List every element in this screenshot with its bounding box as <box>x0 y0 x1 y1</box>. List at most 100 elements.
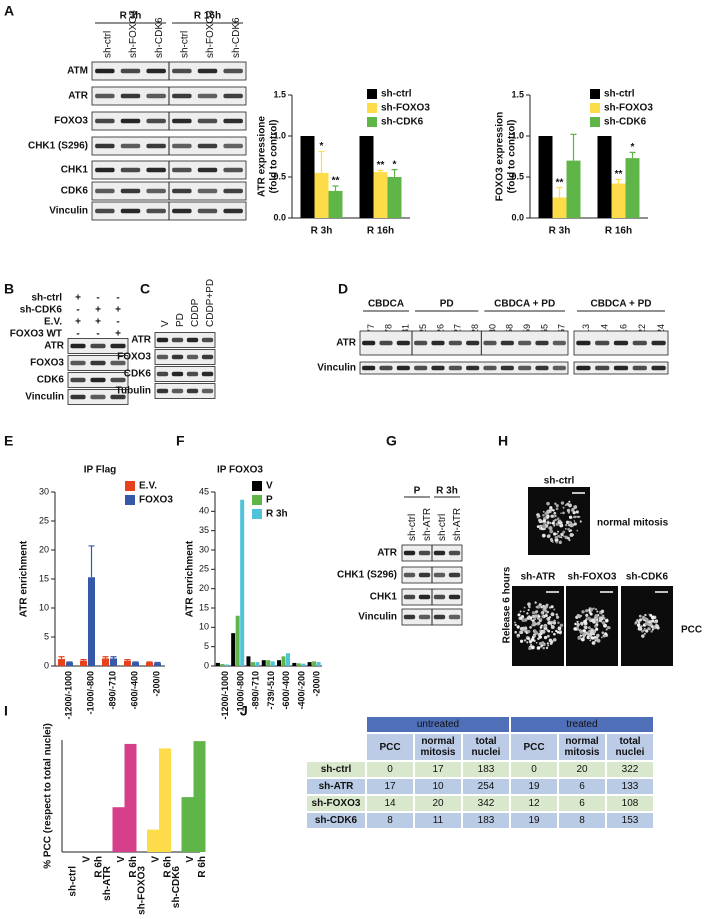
table-cell <box>307 734 365 760</box>
band <box>120 93 141 99</box>
sign: + <box>75 293 81 304</box>
chromosome <box>650 615 655 620</box>
condition-label: R 3h <box>436 486 458 497</box>
chromosome <box>643 632 646 635</box>
band <box>448 572 461 578</box>
blot-label: CDK6 <box>124 369 152 380</box>
band <box>197 167 218 173</box>
y-tick-label: 0.5 <box>273 171 286 181</box>
chromosome <box>523 610 525 613</box>
band <box>223 93 243 99</box>
chromosome <box>603 623 607 628</box>
band <box>362 365 376 371</box>
chromosome <box>577 635 582 640</box>
band <box>186 337 199 343</box>
x-tick-label: V <box>151 856 162 863</box>
band <box>403 614 416 620</box>
condition-label: FOXO3 WT <box>10 329 62 340</box>
x-tick-label: -1200/-1000 <box>63 671 73 720</box>
phenotype-label: normal mitosis <box>597 518 669 529</box>
band <box>396 340 410 346</box>
chromosome <box>562 530 566 534</box>
band <box>414 365 428 371</box>
chromosome <box>558 519 562 522</box>
chromosome <box>526 612 529 615</box>
lane-label: 13 <box>581 324 591 334</box>
chromosome <box>592 607 595 610</box>
chromosome <box>541 612 543 614</box>
band <box>418 594 431 600</box>
chromosome <box>527 608 530 612</box>
chromosome <box>541 615 544 618</box>
chromosome <box>543 624 548 629</box>
chromosome <box>542 513 545 517</box>
band <box>120 118 141 124</box>
error-bar <box>377 169 384 173</box>
chromosome <box>654 619 658 623</box>
legend-swatch <box>367 103 377 113</box>
chromosome <box>559 623 564 627</box>
chromosome <box>573 627 577 631</box>
sign: - <box>76 329 79 340</box>
significance-mark: * <box>393 159 397 170</box>
chromosome <box>568 500 571 503</box>
x-tick-label: -1000/-800 <box>85 671 95 715</box>
chromosome <box>527 602 531 607</box>
table-row: sh-ctrl 0 17 183 0 20 322 <box>307 762 653 777</box>
chromosome <box>560 512 562 514</box>
band <box>146 208 166 214</box>
chromosome <box>529 626 532 629</box>
bar <box>88 577 95 666</box>
legend-swatch <box>590 117 600 127</box>
x-tick-label: R 6h <box>163 856 174 878</box>
band <box>90 343 106 349</box>
bar <box>250 662 255 666</box>
chromosome <box>554 502 557 506</box>
table-cell: 0 <box>367 762 413 777</box>
chromosome <box>550 605 554 609</box>
legend-label: V <box>266 481 273 492</box>
chromosome <box>644 621 649 626</box>
lane-label: 25 <box>418 324 428 334</box>
panel-letter: D <box>338 281 348 297</box>
band <box>651 340 666 346</box>
blot-label: ATR <box>44 341 65 352</box>
chromosome <box>572 511 576 515</box>
band <box>552 365 566 371</box>
error-bar <box>615 178 622 184</box>
table-cell: 20 <box>559 762 605 777</box>
chromosome <box>523 639 527 642</box>
chromosome <box>566 508 571 513</box>
bar <box>112 807 125 852</box>
chromosome <box>644 619 646 622</box>
bar <box>246 656 251 666</box>
table-cell: 183 <box>463 813 509 828</box>
band <box>197 118 218 124</box>
band <box>171 371 184 377</box>
bar <box>286 653 291 666</box>
chromosome <box>549 537 553 541</box>
band <box>379 340 393 346</box>
band <box>223 208 243 214</box>
y-axis-label: ATR enrichment <box>185 540 196 617</box>
band <box>156 354 169 360</box>
band <box>95 118 115 124</box>
band <box>201 337 214 343</box>
band <box>500 340 514 346</box>
chromosome <box>537 617 540 620</box>
lane-label: 16 <box>618 324 628 334</box>
chromosome <box>536 516 540 519</box>
legend-label: E.V. <box>139 481 157 492</box>
blot-label: CHK1 <box>370 592 398 603</box>
band <box>223 143 243 149</box>
blot-label: FOXO3 <box>54 116 88 127</box>
table-cell <box>307 717 365 732</box>
chromosome <box>638 618 642 622</box>
lane-label: sh-FOXO3 <box>205 10 216 58</box>
chromosome <box>587 626 591 630</box>
chromosome <box>643 616 647 620</box>
legend-swatch <box>590 103 600 113</box>
chromosome <box>530 637 535 642</box>
blot-label: CDK6 <box>37 375 65 386</box>
y-tick-label: 30 <box>39 486 49 496</box>
